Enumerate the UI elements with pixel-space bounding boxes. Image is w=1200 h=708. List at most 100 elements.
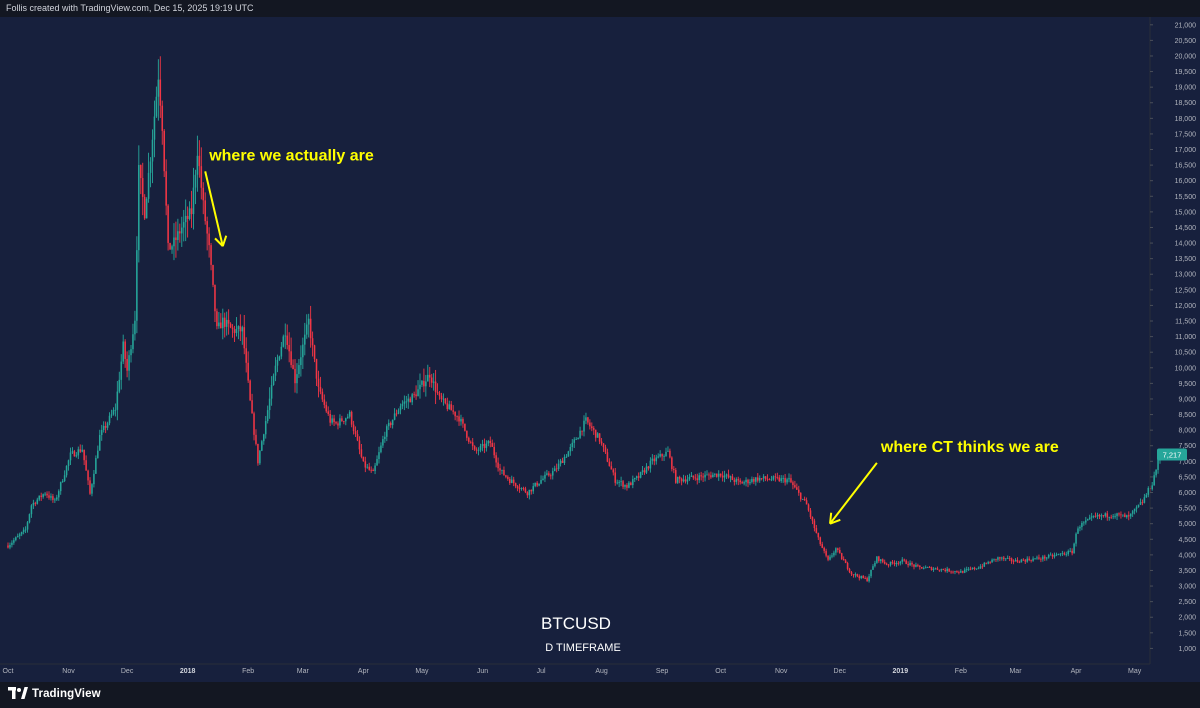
price-tick-label: 4,000 <box>1178 552 1196 559</box>
candle <box>259 450 261 465</box>
candle <box>610 461 613 470</box>
candles <box>7 56 1161 583</box>
candle <box>153 100 156 158</box>
candle <box>616 479 618 485</box>
candle <box>477 447 480 456</box>
candle <box>454 411 456 421</box>
time-tick-label: May <box>415 668 429 675</box>
candle <box>817 532 820 541</box>
price-tick-label: 2,000 <box>1178 615 1196 622</box>
candle <box>1026 556 1029 563</box>
candle <box>302 337 304 370</box>
candle <box>669 448 671 459</box>
candle <box>44 492 46 497</box>
candle <box>532 482 535 494</box>
candle <box>1155 469 1157 478</box>
candle <box>337 421 339 430</box>
candle <box>673 466 675 474</box>
candle <box>864 576 866 580</box>
candle <box>468 436 470 444</box>
candle <box>602 443 605 452</box>
candle <box>473 445 476 452</box>
candle <box>790 474 792 484</box>
candle <box>329 410 331 427</box>
tradingview-logo-icon <box>8 687 28 699</box>
candle <box>1147 486 1150 498</box>
candle <box>374 462 376 475</box>
candle <box>323 394 326 409</box>
candle <box>880 559 882 564</box>
candle <box>1137 504 1140 508</box>
candle <box>387 419 390 430</box>
candle <box>797 485 800 496</box>
tradingview-logo[interactable]: TradingView <box>8 687 101 700</box>
chart-area[interactable]: where we actually are where CT thinks we … <box>0 17 1200 682</box>
candle <box>481 439 484 452</box>
candle <box>760 477 763 481</box>
candle <box>997 556 999 562</box>
candle <box>202 182 205 215</box>
candle <box>567 450 570 457</box>
candle <box>405 395 408 409</box>
candle <box>272 373 275 386</box>
candle <box>415 385 417 400</box>
plot-background <box>0 17 1200 682</box>
candle <box>190 190 193 228</box>
candle <box>1086 518 1089 521</box>
candle <box>690 472 693 477</box>
candle <box>393 408 396 421</box>
candle <box>630 481 632 486</box>
candle <box>425 374 427 397</box>
candle <box>479 443 482 453</box>
candle <box>409 396 412 403</box>
candle <box>382 435 384 448</box>
candle <box>551 467 554 480</box>
time-tick-label: Dec <box>834 668 847 675</box>
candle <box>1077 526 1079 535</box>
candle <box>132 323 134 354</box>
candle <box>151 129 154 184</box>
candle <box>325 401 328 413</box>
candle <box>985 562 988 565</box>
candle <box>397 408 400 415</box>
candle <box>809 508 812 520</box>
time-tick-label: Oct <box>715 668 726 675</box>
btcusd-chart[interactable]: where we actually are where CT thinks we … <box>0 17 1200 682</box>
candle <box>1143 493 1146 504</box>
candle <box>54 497 56 503</box>
candle <box>345 417 347 426</box>
candle <box>1075 532 1077 547</box>
price-tick-label: 3,000 <box>1178 584 1196 591</box>
candle <box>1010 557 1013 564</box>
candle <box>286 324 288 350</box>
candle <box>311 331 314 357</box>
candle <box>948 568 950 573</box>
candle <box>1045 557 1048 561</box>
candle <box>553 465 556 472</box>
candle <box>1040 557 1042 563</box>
candle <box>65 465 68 478</box>
candle <box>298 358 300 378</box>
candle <box>13 537 15 545</box>
candle <box>729 475 732 483</box>
candle <box>145 197 148 219</box>
candle <box>1088 514 1091 520</box>
candle <box>792 480 794 490</box>
candle <box>491 439 494 447</box>
candle <box>577 437 579 440</box>
candle <box>921 566 923 569</box>
candle <box>965 566 968 573</box>
candle <box>665 447 667 457</box>
candle <box>263 433 265 445</box>
candle <box>524 486 527 494</box>
candle <box>214 284 216 322</box>
candle <box>706 470 708 476</box>
candle <box>979 564 982 569</box>
candle <box>950 570 952 574</box>
candle <box>346 413 349 419</box>
candle <box>528 489 531 500</box>
candle <box>93 469 95 488</box>
candle <box>538 483 540 487</box>
candle <box>844 559 847 564</box>
candle <box>204 192 206 225</box>
